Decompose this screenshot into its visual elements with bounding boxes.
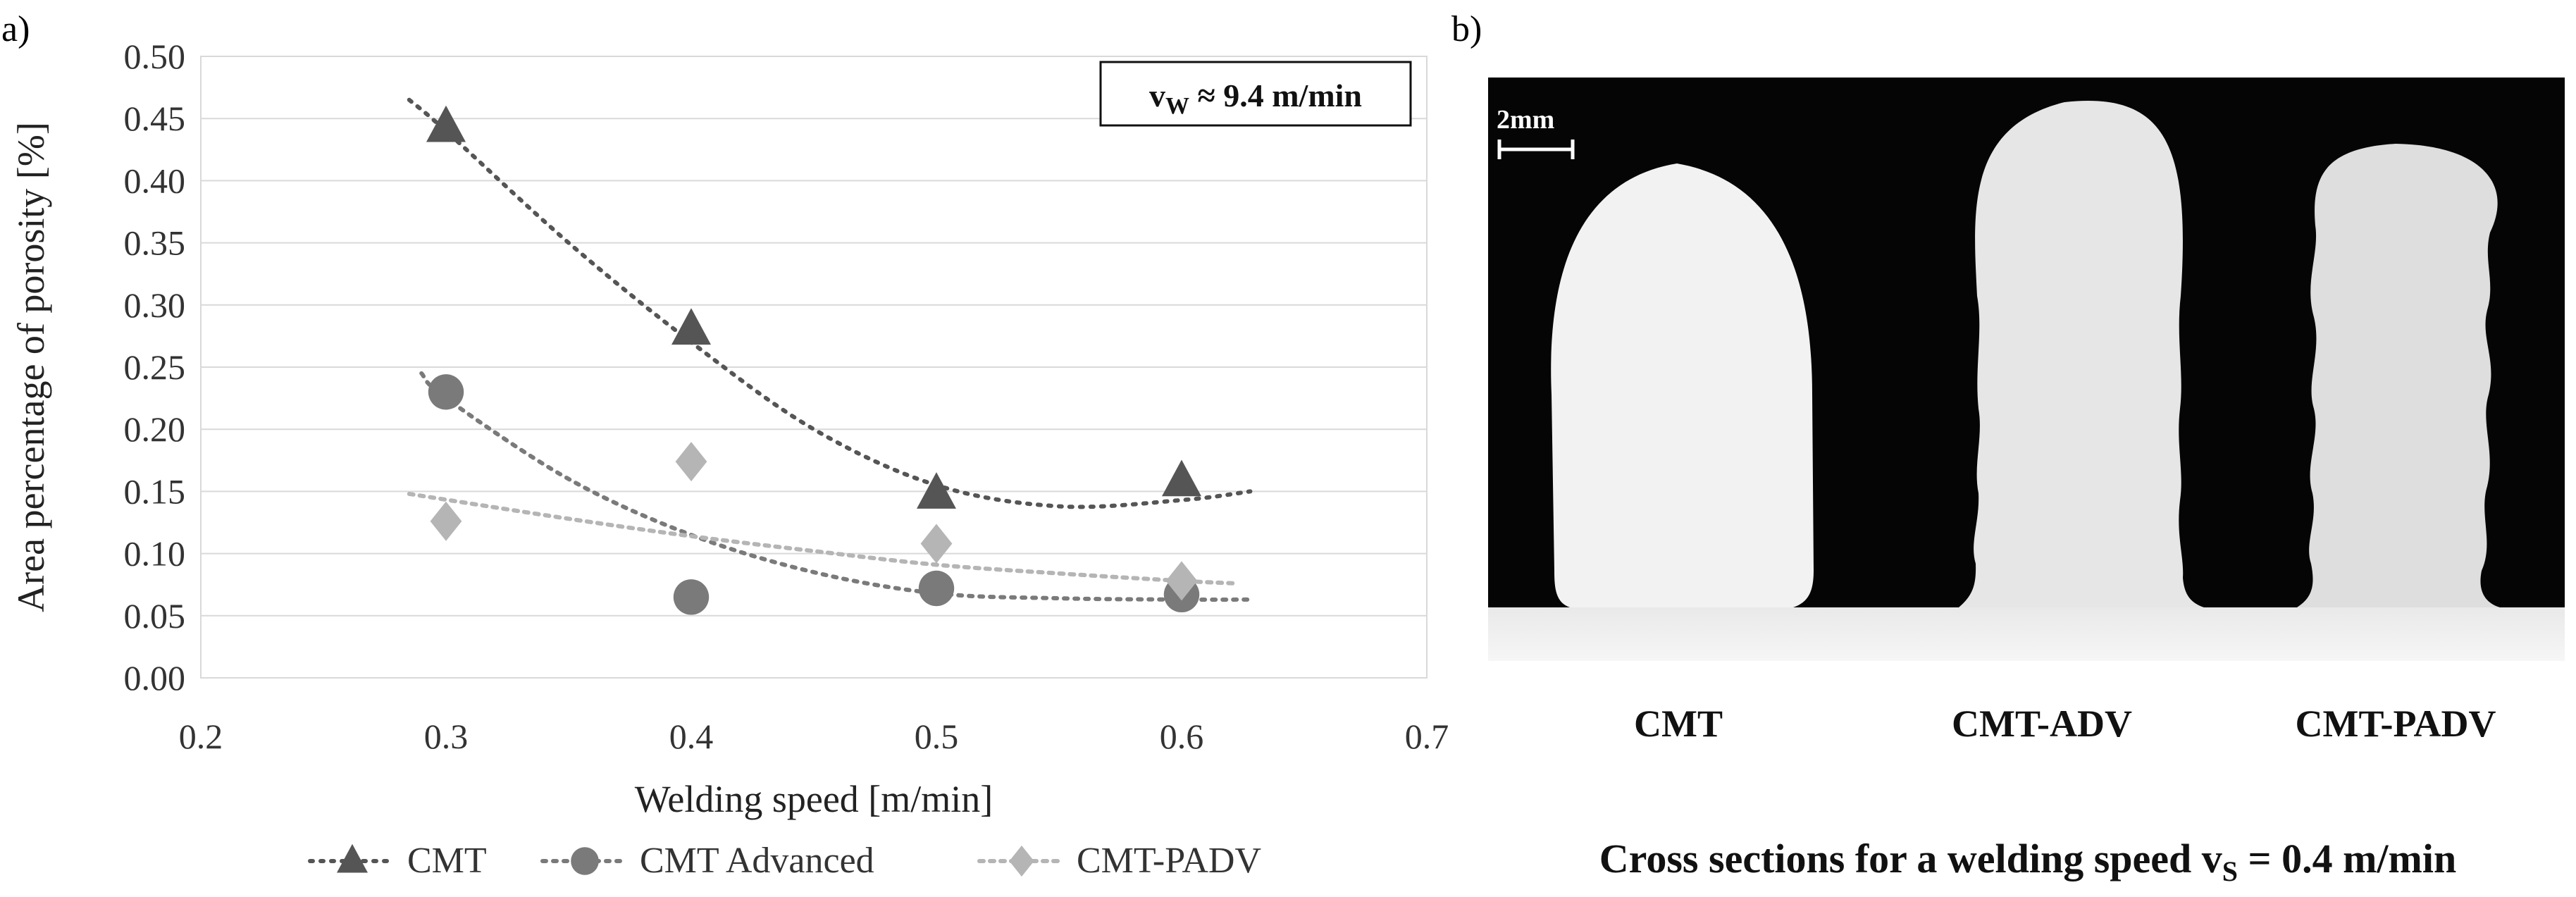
point-cmt-padv-0 [430, 501, 462, 541]
scale-bar-label: 2mm [1497, 105, 1554, 135]
x-tick-label: 0.3 [424, 717, 469, 756]
y-tick-label: 0.05 [124, 596, 186, 636]
legend-label-cmt-advanced: CMT Advanced [640, 841, 874, 881]
point-cmt-2 [917, 472, 956, 509]
label-cmt-padv: CMT-PADV [2296, 703, 2496, 745]
grid-lines [201, 56, 1427, 679]
annotation-main: v [1149, 78, 1165, 113]
legend-marker-cmt-advanced [571, 847, 599, 875]
annotation-text: vW ≈ 9.4 m/min [1149, 78, 1362, 119]
trendline-cmt-padv [407, 491, 1238, 586]
y-tick-label: 0.30 [124, 285, 186, 325]
y-tick-label: 0.35 [124, 223, 186, 263]
x-tick-labels: 0.2 0.3 0.4 0.5 0.6 0.7 [179, 717, 1449, 756]
y-tick-label: 0.50 [124, 37, 186, 76]
legend-label-cmt-padv: CMT-PADV [1077, 841, 1261, 881]
cmt-padv-bead-shape [2297, 144, 2500, 607]
data-markers [426, 105, 1201, 615]
y-axis-title: Area percentage of porosity [%] [10, 122, 52, 612]
x-tick-label: 0.5 [915, 717, 959, 756]
trendline-cmt-advanced [419, 371, 1253, 602]
y-tick-label: 0.40 [124, 161, 186, 200]
x-axis-title: Welding speed [m/min] [635, 778, 993, 820]
caption-sub: S [2222, 855, 2238, 887]
cmt-bead-shape [1551, 163, 1814, 607]
x-tick-label: 0.6 [1160, 717, 1204, 756]
cmt-adv-bead-shape [1959, 101, 2204, 607]
point-cmt-advanced-2 [918, 570, 955, 607]
label-cmt: CMT [1634, 703, 1723, 745]
x-tick-label: 0.4 [669, 717, 714, 756]
legend-marker-cmt-padv [1009, 846, 1034, 877]
point-cmt-3 [1162, 459, 1201, 497]
y-tick-label: 0.10 [124, 534, 186, 574]
point-cmt-padv-1 [675, 442, 707, 482]
cross-section-image: 2mm [1488, 78, 2565, 661]
annotation-box: vW ≈ 9.4 m/min [1099, 61, 1412, 127]
legend-label-cmt: CMT [407, 841, 487, 881]
y-tick-label: 0.15 [124, 471, 186, 511]
panel-a-label: a) [1, 9, 30, 49]
point-cmt-1 [671, 308, 711, 345]
y-tick-label: 0.45 [124, 99, 186, 138]
x-tick-label: 0.2 [179, 717, 223, 756]
point-cmt-advanced-0 [428, 374, 464, 410]
legend-marker-cmt [337, 843, 368, 873]
point-cmt-advanced-1 [673, 579, 710, 615]
caption-rest: = 0.4 m/min [2238, 836, 2456, 881]
y-tick-label: 0.25 [124, 347, 186, 387]
point-cmt-padv-3 [1165, 561, 1198, 601]
trendlines [407, 97, 1253, 602]
y-tick-label: 0.00 [124, 658, 186, 698]
y-tick-label: 0.20 [124, 409, 186, 449]
annotation-sub: W [1165, 93, 1189, 119]
point-cmt-0 [426, 105, 466, 142]
cross-section-caption: Cross sections for a welding speed vS = … [1599, 836, 2456, 887]
point-cmt-padv-2 [920, 524, 953, 564]
legend: CMT CMT Advanced CMT-PADV [308, 841, 1261, 881]
panel-b-label: b) [1451, 9, 1482, 49]
caption-main: Cross sections for a welding speed v [1599, 836, 2222, 881]
scale-bar: 2mm [1497, 105, 1575, 159]
x-tick-label: 0.7 [1405, 717, 1449, 756]
label-cmt-adv: CMT-ADV [1952, 703, 2132, 745]
y-tick-labels: 0.00 0.05 0.10 0.15 0.20 0.25 0.30 0.35 0.40 0.45… [124, 37, 186, 698]
annotation-rest: ≈ 9.4 m/min [1189, 78, 1362, 113]
trendline-cmt [407, 97, 1253, 509]
